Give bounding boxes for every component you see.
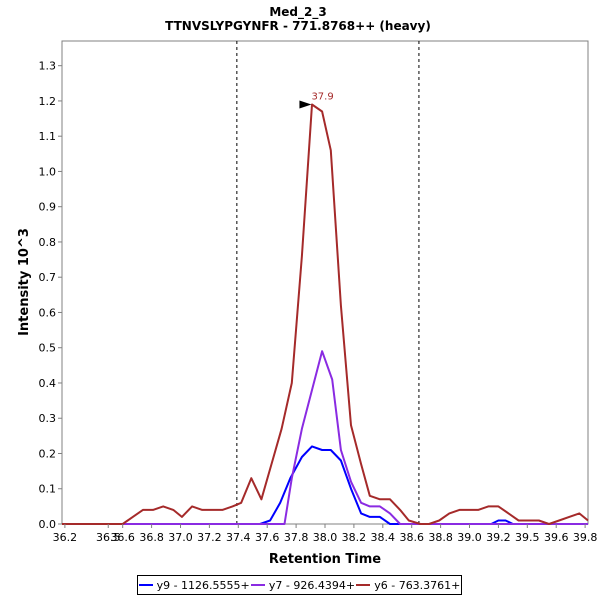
peak-label: 37.9 — [311, 91, 333, 102]
x-tick-label: 38.0 — [313, 531, 338, 544]
y-tick-label: 0.1 — [39, 483, 57, 496]
x-tick-label: 39.0 — [457, 531, 482, 544]
legend-item-y6: y6 - 763.3761+ — [356, 579, 460, 592]
legend-item-y7: y7 - 926.4394+ — [250, 578, 356, 592]
x-tick-label: 37.8 — [284, 531, 309, 544]
x-tick-label: 38.8 — [428, 531, 453, 544]
legend-item-y9: y9 - 1126.5555+ — [138, 578, 250, 592]
y-tick-label: 0.8 — [39, 236, 57, 249]
x-tick-label: 36.2 — [53, 531, 78, 544]
series-line-y6 — [62, 103, 589, 525]
x-tick-label: 37.0 — [168, 531, 193, 544]
x-tick-label: 37.4 — [226, 531, 251, 544]
x-tick-label: 37.6 — [255, 531, 280, 544]
y-tick-label: 0.2 — [39, 447, 57, 460]
legend-swatch-y7 — [250, 584, 265, 586]
y-tick-label: 0.6 — [39, 306, 57, 319]
x-tick-label: 36.8 — [139, 531, 164, 544]
y-tick-label: 0.9 — [39, 201, 57, 214]
y-tick-label: 1.2 — [39, 95, 57, 108]
x-tick-label: 38.6 — [399, 531, 424, 544]
x-tick-label: 39.5 — [515, 531, 540, 544]
y-tick-label: 0.7 — [39, 271, 57, 284]
legend-label-y7: y7 - 926.4394+ — [268, 578, 356, 592]
y-tick-label: 0.3 — [39, 412, 57, 425]
x-tick-label: 39.6 — [544, 531, 569, 544]
y-tick-label: 1.3 — [39, 60, 57, 73]
x-tick-label: 39.2 — [486, 531, 511, 544]
peak-marker-arrow — [299, 100, 312, 109]
x-tick-label: 37.2 — [197, 531, 222, 544]
y-tick-label: 0.4 — [39, 377, 57, 390]
series-line-y7 — [62, 350, 588, 525]
y-tick-label: 0.5 — [39, 342, 57, 355]
y-tick-label: 1.0 — [39, 165, 57, 178]
series-line-y9 — [62, 445, 588, 525]
legend-label-y9: y9 - 1126.5555+ — [156, 578, 250, 592]
x-tick-label: 36.5 — [96, 531, 121, 544]
x-tick-label: 36.6 — [110, 531, 135, 544]
x-axis-label: Retention Time — [269, 552, 381, 567]
y-tick-label: 0.0 — [39, 518, 57, 531]
legend: y9 - 1126.5555+ y7 - 926.4394+ y6 - 763.… — [137, 575, 462, 595]
chart-subtitle: TTNVSLYPGYNFR - 771.8768++ (heavy) — [165, 19, 431, 33]
legend-label-y6: y6 - 763.3761+ — [374, 578, 461, 592]
x-tick-label: 38.2 — [342, 531, 367, 544]
plot-area — [61, 40, 589, 525]
chart-title: Med_2_3 — [269, 5, 326, 20]
legend-swatch-y6 — [356, 584, 371, 586]
y-tick-label: 1.1 — [39, 130, 57, 143]
x-tick-label: 39.8 — [573, 531, 598, 544]
x-tick-label: 38.4 — [371, 531, 396, 544]
legend-swatch-y9 — [138, 584, 153, 586]
y-axis-label: Intensity 10^3 — [17, 228, 32, 336]
